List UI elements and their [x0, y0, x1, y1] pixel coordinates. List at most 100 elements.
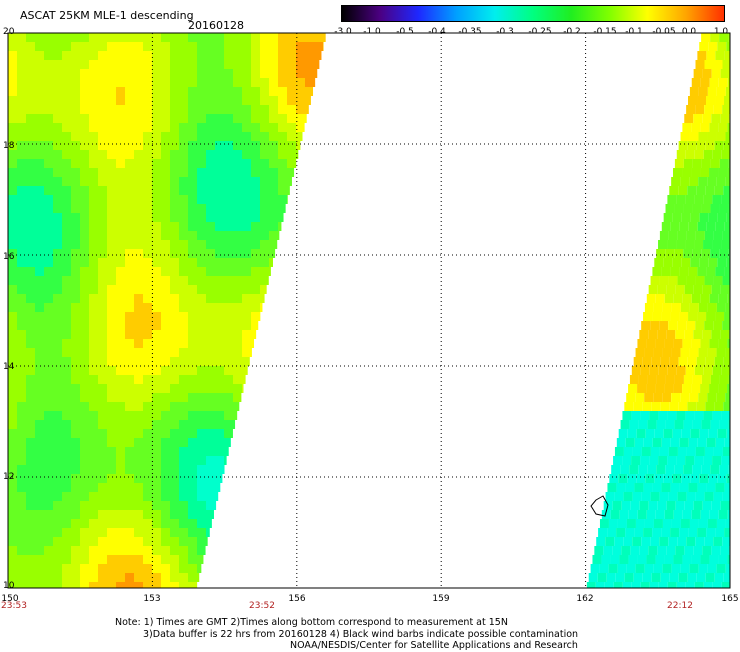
swath-cell	[26, 483, 35, 492]
swath-cell	[676, 240, 685, 249]
swath-cell	[652, 312, 661, 321]
swath-cell	[711, 159, 720, 168]
swath-cell	[625, 573, 634, 582]
swath-cell	[685, 285, 694, 294]
swath-cell	[44, 438, 53, 447]
swath-cell	[26, 339, 35, 348]
swath-cell	[80, 474, 89, 483]
swath-cell	[681, 474, 690, 483]
swath-cell	[80, 447, 89, 456]
swath-cell	[170, 150, 179, 159]
swath-cell	[179, 204, 188, 213]
swath-cell	[80, 546, 89, 555]
swath-cell	[161, 123, 170, 132]
swath-cell	[656, 510, 665, 519]
swath-cell	[116, 240, 125, 249]
swath-cell	[725, 222, 730, 231]
swath-cell	[616, 483, 625, 492]
swath-cell	[98, 168, 107, 177]
swath-cell	[98, 546, 107, 555]
swath-cell	[17, 519, 26, 528]
swath-cell	[107, 276, 116, 285]
swath-cell	[206, 240, 215, 249]
swath-cell	[35, 168, 44, 177]
swath-cell	[26, 42, 35, 51]
swath-cell	[692, 78, 701, 87]
lat-label: 18	[3, 141, 14, 151]
swath-cell	[637, 384, 646, 393]
swath-cell	[197, 114, 206, 123]
swath-cell	[643, 483, 652, 492]
swath-cell	[71, 555, 80, 564]
swath-cell	[71, 42, 80, 51]
swath-cell	[179, 258, 188, 267]
swath-cell	[655, 384, 664, 393]
swath-cell	[702, 159, 711, 168]
swath-cell	[251, 258, 260, 267]
swath-cell	[26, 429, 35, 438]
swath-cell	[233, 321, 242, 330]
swath-cell	[152, 258, 161, 267]
swath-cell	[62, 375, 71, 384]
swath-cell	[188, 294, 197, 303]
swath-cell	[643, 573, 652, 582]
swath-cell	[711, 204, 720, 213]
swath-cell	[44, 177, 53, 186]
swath-cell	[17, 375, 26, 384]
swath-cell	[686, 582, 695, 588]
swath-cell	[98, 258, 107, 267]
swath-cell	[701, 78, 710, 87]
swath-cell	[610, 555, 619, 564]
swath-cell	[664, 213, 673, 222]
swath-cell	[233, 384, 242, 393]
swath-cell	[35, 510, 44, 519]
swath-cell	[8, 240, 17, 249]
swath-cell	[143, 555, 152, 564]
swath-cell	[681, 519, 690, 528]
swath-cell	[26, 249, 35, 258]
swath-cell	[71, 447, 80, 456]
swath-cell	[125, 123, 134, 132]
swath-cell	[143, 519, 152, 528]
swath-cell	[107, 375, 116, 384]
swath-cell	[134, 402, 143, 411]
swath-cell	[706, 141, 715, 150]
swath-cell	[170, 375, 179, 384]
swath-cell	[107, 483, 116, 492]
swath-cell	[188, 456, 197, 465]
swath-cell	[161, 420, 170, 429]
swath-cell	[278, 51, 287, 60]
swath-cell	[697, 267, 706, 276]
swath-cell	[179, 312, 188, 321]
swath-cell	[161, 312, 170, 321]
swath-cell	[44, 537, 53, 546]
swath-cell	[206, 474, 215, 483]
swath-cell	[694, 501, 703, 510]
swath-cell	[713, 366, 722, 375]
swath-cell	[188, 492, 197, 501]
swath-cell	[17, 573, 26, 582]
swath-cell	[179, 474, 188, 483]
swath-cell	[655, 555, 664, 564]
swath-cell	[675, 204, 684, 213]
swath-cell	[664, 339, 673, 348]
swath-cell	[116, 375, 125, 384]
swath-cell	[134, 123, 143, 132]
swath-cell	[627, 519, 636, 528]
swath-cell	[8, 321, 17, 330]
swath-cell	[663, 564, 672, 573]
swath-cell	[188, 546, 197, 555]
swath-cell	[44, 159, 53, 168]
swath-cell	[107, 546, 116, 555]
swath-cell	[206, 87, 215, 96]
swath-cell	[98, 339, 107, 348]
swath-cell	[98, 231, 107, 240]
swath-cell	[720, 375, 729, 384]
swath-cell	[179, 141, 188, 150]
swath-cell	[188, 159, 197, 168]
swath-cell	[724, 312, 730, 321]
swath-cell	[116, 447, 125, 456]
swath-cell	[179, 537, 188, 546]
swath-cell	[35, 366, 44, 375]
